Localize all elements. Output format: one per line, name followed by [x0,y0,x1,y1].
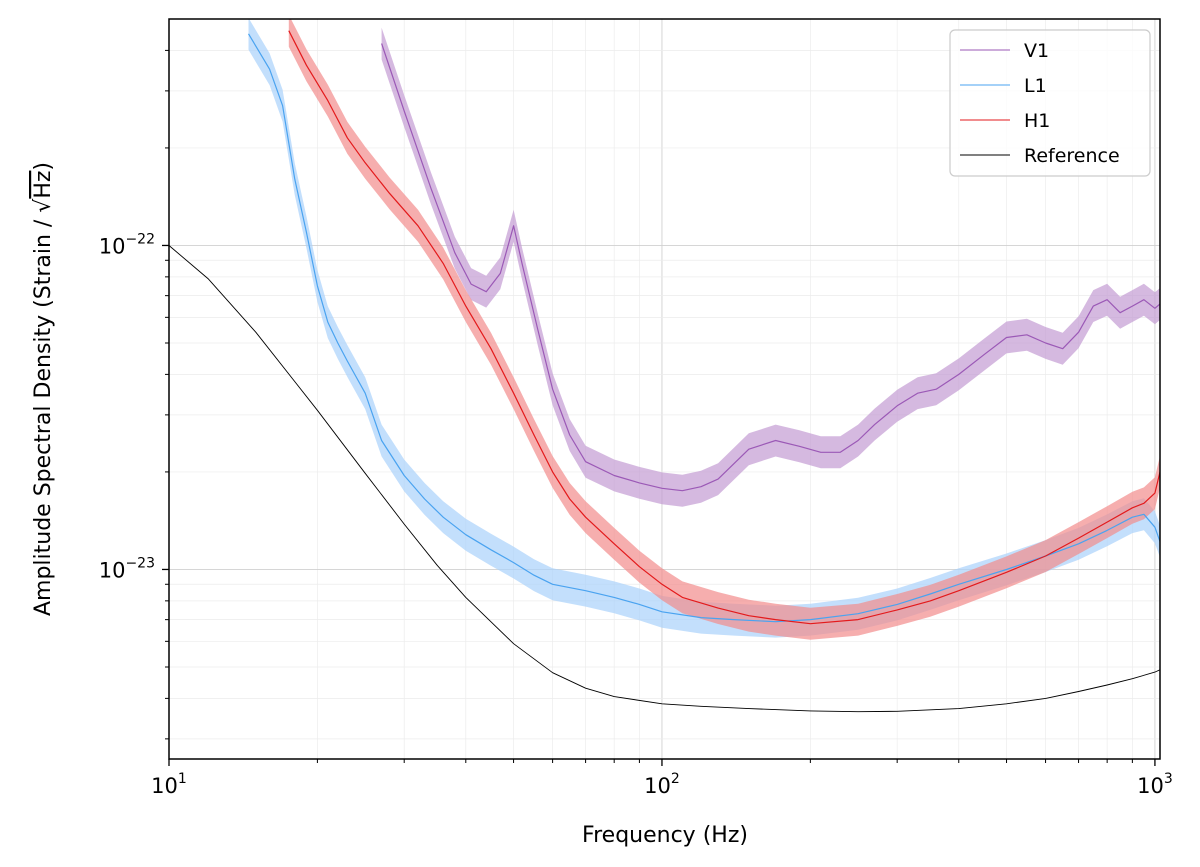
legend-label-l1: L1 [1024,75,1047,97]
h1-series-line [288,30,1160,625]
y-tick-exponent: −23 [125,555,155,571]
x-tick-exponent: 2 [671,771,680,787]
x-tick-base: 10 [644,774,671,798]
axis-ticks [162,49,1156,766]
legend-label-reference: Reference [1024,145,1120,167]
x-tick-exponent: 1 [178,771,187,787]
legend-box [949,29,1151,177]
sqrt-symbol: √ [31,198,56,213]
y-axis-label: Amplitude Spectral Density (Strain / √Hz… [31,162,56,616]
x-tick-exponent: 3 [1164,771,1173,787]
x-tick-label: 101 [151,771,187,798]
l1-series-line [247,33,1160,623]
plot-frame [168,18,1161,760]
svg-text:Amplitude Spectral Density (St: Amplitude Spectral Density (Strain / √Hz… [31,162,56,616]
series-lines [169,30,1160,713]
x-tick-base: 10 [151,774,178,798]
x-tick-label: 103 [1137,771,1173,798]
y-axis-label-radical: Hz [31,171,56,199]
y-tick-base: 10 [99,234,126,258]
y-tick-label: 10−22 [99,231,155,258]
legend-label-v1: V1 [1024,40,1049,62]
x-axis-label: Frequency (Hz) [582,823,748,848]
x-tick-label: 102 [644,771,680,798]
y-tick-exponent: −22 [125,231,155,247]
y-tick-label: 10−23 [99,555,155,582]
y-axis-label-suffix: ) [31,162,56,171]
y-tick-base: 10 [99,558,126,582]
reference-series-line [169,245,1160,713]
y-axis-label-prefix: Amplitude Spectral Density (Strain / [31,213,56,616]
x-tick-base: 10 [1137,774,1164,798]
v1-series-line [381,43,1160,492]
legend: V1 L1 H1 Reference [949,29,1151,177]
legend-label-h1: H1 [1024,110,1050,132]
